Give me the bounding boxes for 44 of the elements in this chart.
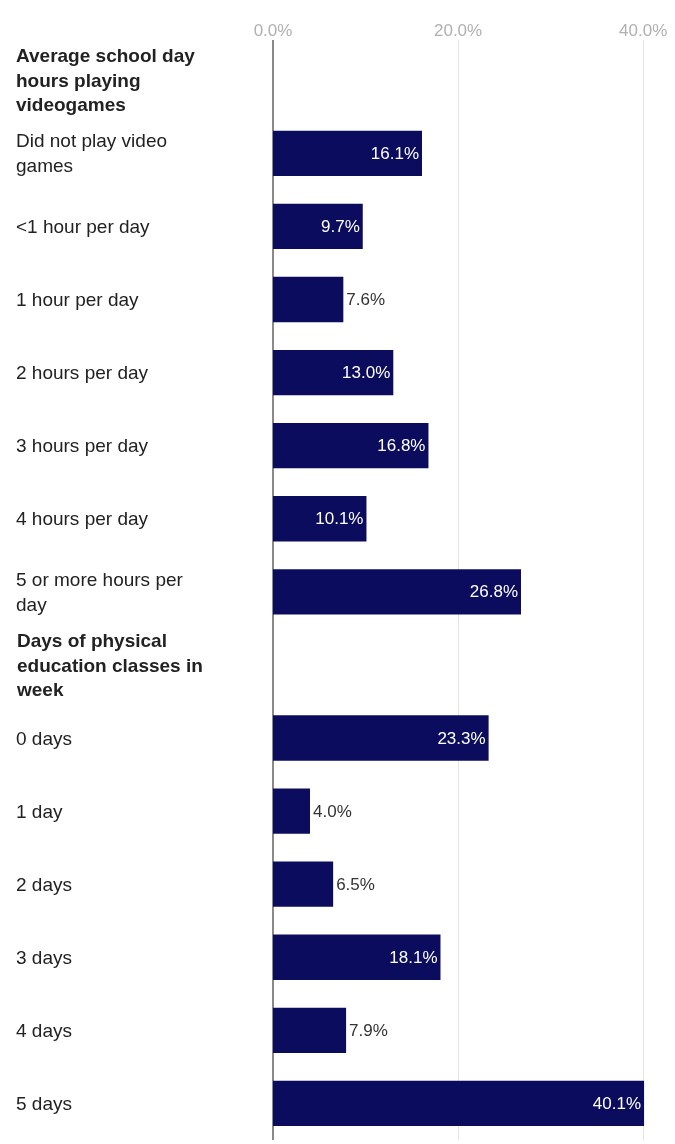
- bar: [273, 569, 521, 615]
- data-label: 10.1%: [315, 509, 364, 529]
- y-tick-label: 4 hours per day: [16, 508, 149, 529]
- bar: [273, 349, 394, 396]
- bar: [273, 422, 429, 469]
- data-label: 16.1%: [370, 143, 419, 163]
- data-label: 23.3%: [437, 728, 486, 748]
- data-label: 26.8%: [469, 582, 518, 602]
- data-label: 16.8%: [377, 436, 426, 456]
- bar: [273, 715, 489, 761]
- bar: [273, 496, 367, 542]
- y-tick-label: 2 days: [16, 874, 72, 895]
- data-label: 9.7%: [321, 216, 360, 236]
- y-tick-label: Average school day hours playing videogames: [16, 45, 196, 116]
- x-tick-label: 40.0%: [619, 20, 668, 40]
- y-tick-label: 3 days: [16, 947, 72, 968]
- y-tick-label: <1 hour per day: [16, 216, 151, 237]
- data-label: 6.5%: [336, 874, 375, 894]
- y-tick-label: Days of physical education classes in week: [16, 630, 203, 701]
- bar: [273, 1080, 645, 1127]
- x-tick-label: 20.0%: [433, 20, 483, 40]
- y-tick-label: 3 hours per day: [16, 435, 149, 456]
- data-label: 7.6%: [346, 289, 386, 309]
- y-tick-label: 1 day: [16, 801, 63, 822]
- y-tick-label: 1 hour per day: [16, 289, 140, 310]
- y-tick-label: 5 or more hours per day: [16, 569, 184, 615]
- data-label: 7.9%: [349, 1020, 388, 1040]
- bar: [273, 130, 422, 176]
- bar: [273, 788, 311, 834]
- y-tick-label: 4 days: [16, 1020, 72, 1041]
- data-label: 18.1%: [389, 947, 438, 967]
- bar: [273, 934, 441, 980]
- bar: [273, 276, 344, 323]
- y-tick-label: 0 days: [16, 728, 72, 749]
- data-label: 40.1%: [592, 1093, 642, 1113]
- bar: [273, 203, 363, 250]
- y-tick-label: 2 hours per day: [16, 362, 149, 383]
- y-tick-label: 5 days: [16, 1093, 72, 1114]
- bar: [273, 861, 334, 907]
- data-label: 13.0%: [342, 363, 391, 383]
- data-label: 4.0%: [313, 801, 352, 821]
- x-tick-label: 0.0%: [253, 20, 293, 40]
- y-tick-label: Did not play video games: [16, 130, 168, 176]
- bar: [273, 1007, 347, 1054]
